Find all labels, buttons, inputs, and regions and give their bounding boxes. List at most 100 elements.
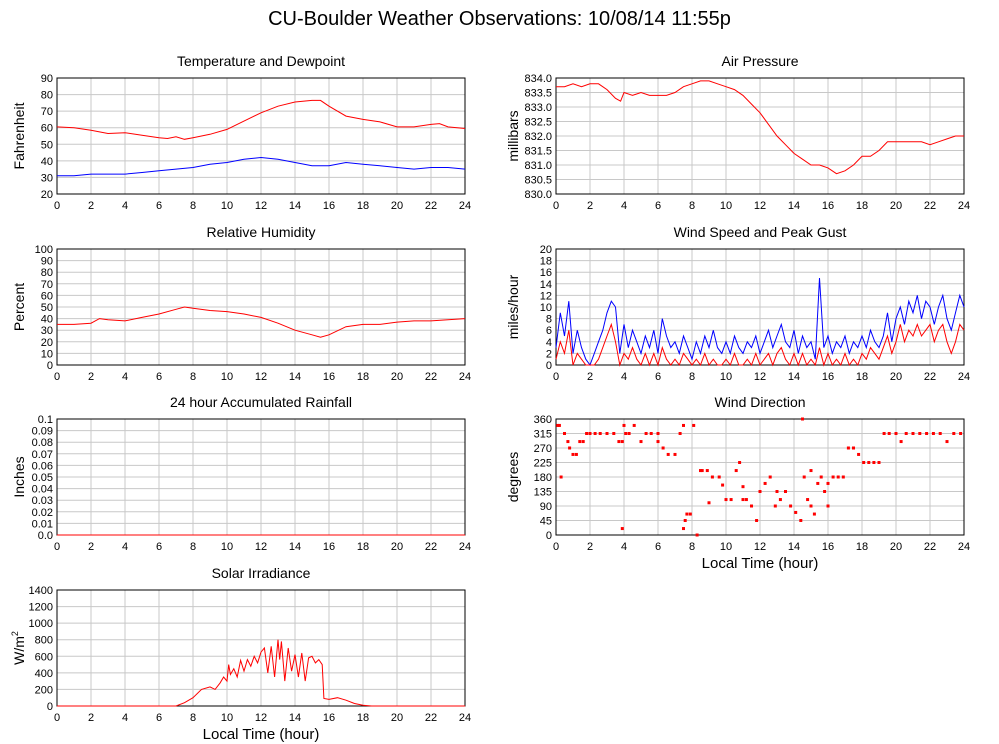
y-axis-label: miles/hour [505,274,521,339]
x-tick-label: 24 [459,200,471,212]
data-point [620,527,624,531]
y-tick-label: 831.0 [524,160,552,172]
x-tick-label: 2 [88,371,94,383]
data-point [695,533,699,537]
x-tick-label: 0 [54,712,60,724]
data-point [836,475,840,479]
y-tick-label: 360 [534,414,552,426]
x-tick-label: 18 [856,371,868,383]
y-axis-label-superscript: 2 [10,631,20,636]
y-tick-label: 0 [47,360,53,372]
x-tick-label: 14 [289,712,301,724]
y-tick-label: 0.08 [32,437,53,449]
x-tick-label: 18 [856,541,868,553]
x-tick-label: 10 [221,541,233,553]
y-tick-label: 400 [35,668,53,680]
y-tick-label: 60 [41,123,53,135]
data-point [812,512,816,516]
x-tick-label: 16 [323,541,335,553]
y-tick-label: 10 [540,302,552,314]
x-tick-label: 22 [924,541,936,553]
y-tick-label: 50 [41,302,53,314]
y-tick-label: 90 [540,501,552,513]
series-line-2 [57,156,466,177]
chart-title: Relative Humidity [207,224,316,240]
y-tick-label: 830.5 [524,175,552,187]
y-tick-label: 200 [35,684,53,696]
data-point [816,481,820,485]
data-point [661,446,665,450]
x-tick-label: 2 [587,371,593,383]
data-point [673,452,677,456]
y-axis-label-text: Fahrenheit [11,102,27,169]
data-point [823,490,827,493]
data-point [938,432,942,435]
y-tick-label: 0.02 [32,507,53,519]
y-tick-label: 20 [540,244,552,256]
x-tick-label: 18 [357,712,369,724]
data-point [682,423,685,427]
x-tick-label: 4 [122,712,128,724]
y-tick-label: 0.06 [32,460,53,472]
y-tick-label: 90 [41,256,53,268]
data-point [819,475,823,479]
y-tick-label: 100 [35,244,53,256]
y-axis-label: millibars [505,110,521,161]
x-tick-label: 16 [822,541,834,553]
data-point [744,498,748,502]
y-tick-label: 0.0 [38,530,53,542]
x-tick-label: 10 [221,200,233,212]
y-tick-label: 225 [534,458,552,470]
y-tick-label: 1200 [29,602,53,614]
data-point [729,498,733,502]
y-axis-label-text: W/m [11,636,27,665]
y-tick-label: 0.07 [32,449,53,461]
data-point [857,452,861,456]
data-point [710,475,714,479]
x-tick-label: 14 [289,541,301,553]
data-point [724,498,728,502]
x-tick-label: 16 [822,200,834,212]
y-tick-label: 1000 [29,618,53,630]
x-tick-label: 2 [88,712,94,724]
x-tick-label: 10 [720,371,732,383]
x-tick-label: 12 [754,200,766,212]
x-tick-label: 24 [958,541,970,553]
data-point [911,432,915,435]
x-tick-label: 8 [689,541,695,553]
x-tick-label: 8 [689,371,695,383]
data-point [872,461,876,464]
x-tick-label: 8 [190,712,196,724]
data-point [862,461,866,464]
y-tick-label: 70 [41,106,53,118]
y-tick-label: 45 [540,516,552,528]
data-point [741,485,745,489]
data-point [882,432,886,435]
x-tick-label: 8 [190,200,196,212]
y-axis-label: W/m2 [10,631,27,665]
x-tick-label: 2 [88,200,94,212]
data-point [699,469,702,473]
series-line-1 [555,277,965,367]
data-point [639,440,643,444]
x-tick-label: 24 [459,371,471,383]
data-point [644,432,648,435]
x-tick-label: 2 [88,541,94,553]
x-tick-label: 8 [689,200,695,212]
plot-frame [56,77,466,195]
data-point [959,432,963,435]
data-point [682,527,685,531]
data-point [683,519,687,522]
data-point [666,452,670,456]
y-tick-label: 70 [41,279,53,291]
data-point [952,432,956,435]
x-tick-label: 6 [156,712,162,724]
x-tick-label: 20 [391,371,403,383]
x-tick-label: 4 [122,371,128,383]
y-axis-label-text: millibars [505,110,521,161]
y-tick-label: 20 [41,189,53,201]
series-line-1 [57,639,465,707]
x-tick-label: 10 [720,541,732,553]
series-line-1 [56,99,466,140]
